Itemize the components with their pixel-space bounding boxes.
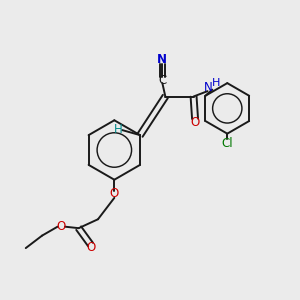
Text: H: H — [212, 78, 220, 88]
Text: N: N — [158, 53, 167, 66]
Text: O: O — [86, 241, 95, 254]
Text: Cl: Cl — [221, 137, 233, 150]
Text: O: O — [110, 188, 119, 200]
Text: C: C — [158, 74, 166, 87]
Text: N: N — [204, 81, 213, 94]
Text: H: H — [113, 123, 122, 136]
Text: O: O — [57, 220, 66, 233]
Text: O: O — [190, 116, 200, 130]
